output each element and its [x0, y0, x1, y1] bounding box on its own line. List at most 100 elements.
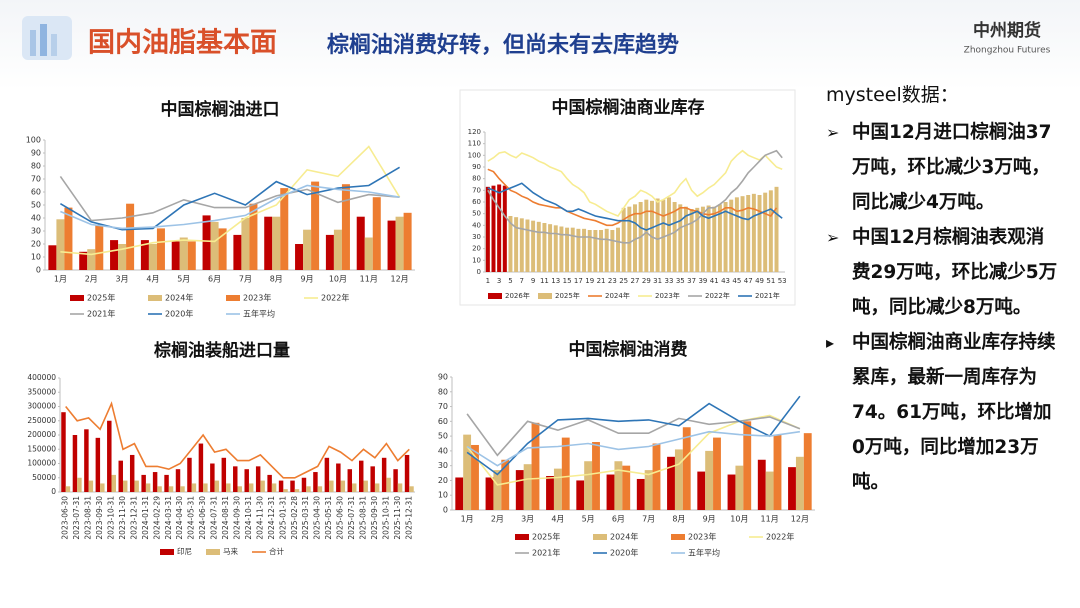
x-tick-label: 21: [597, 277, 606, 285]
y-tick-label: 0: [36, 266, 41, 275]
x-tick-label: 2025-07-31: [347, 496, 356, 540]
bar: [706, 205, 711, 272]
bar: [168, 486, 174, 492]
chart-title: 中国棕榈油商业库存: [552, 97, 705, 118]
bar: [126, 203, 135, 270]
y-tick-label: 100: [468, 151, 481, 159]
x-tick-label: 3月: [116, 275, 129, 284]
x-tick-label: 2023-11-30: [118, 496, 127, 540]
bar: [403, 212, 412, 270]
y-tick-label: 40: [472, 221, 481, 229]
bar: [180, 486, 185, 492]
building: [30, 30, 36, 56]
bar: [295, 244, 304, 270]
bar: [61, 412, 66, 492]
x-tick-label: 2025-08-31: [358, 496, 367, 540]
page-title: 国内油脂基本面: [88, 28, 277, 59]
x-tick-label: 2025-01-31: [278, 496, 287, 540]
y-tick-label: 150000: [27, 444, 56, 453]
bar: [359, 460, 364, 492]
bar: [325, 234, 334, 270]
y-tick-label: 10: [472, 256, 481, 264]
logo-text: 中州期货: [973, 20, 1041, 41]
bar: [531, 422, 540, 510]
y-tick-label: 70: [472, 186, 481, 194]
x-tick-label: 2024-07-31: [210, 496, 219, 540]
building: [40, 24, 47, 56]
bar: [485, 477, 494, 510]
x-tick-label: 2025-09-30: [370, 496, 379, 540]
legend-label: 2025年: [87, 293, 115, 303]
bar: [387, 220, 396, 270]
bar: [303, 229, 312, 270]
line: [487, 149, 783, 244]
x-tick-label: 51: [766, 277, 775, 285]
bar: [145, 483, 151, 492]
bar: [264, 216, 273, 270]
bullet-text: 中国12月棕榈油表观消费29万吨，环比减少5万吨，同比减少8万吨。: [852, 227, 1058, 318]
bar: [233, 466, 238, 492]
bar: [682, 427, 691, 510]
x-tick-label: 9月: [301, 275, 314, 284]
x-tick-label: 2024-04-30: [175, 496, 184, 540]
y-tick-label: 10: [31, 253, 41, 262]
bar: [697, 471, 706, 510]
bar: [610, 230, 615, 272]
y-tick-label: 120: [468, 128, 481, 136]
bar: [226, 483, 231, 492]
x-tick-label: 12月: [791, 515, 809, 524]
y-tick-label: 20: [472, 245, 481, 253]
bar: [774, 186, 779, 272]
legend-swatch: [515, 534, 529, 540]
bar: [763, 192, 768, 272]
bar: [712, 206, 717, 272]
y-tick-label: 300000: [27, 402, 56, 411]
notes-panel: mysteel数据： ➢ 中国12月进口棕榈油37万吨，环比减少3万吨，同比减少4…: [826, 78, 1062, 500]
legend-swatch: [148, 295, 162, 301]
bar: [95, 437, 101, 492]
x-tick-label: 10月: [329, 275, 347, 284]
bar: [64, 207, 73, 270]
x-tick-label: 8月: [672, 515, 685, 524]
bar: [148, 244, 157, 270]
logo-subtext: Zhongzhou Futures: [964, 46, 1051, 56]
x-tick-label: 2025-06-30: [336, 496, 345, 540]
bar: [218, 228, 227, 270]
bar: [141, 474, 146, 492]
y-tick-label: 0: [51, 487, 56, 496]
x-tick-label: 2024-02-29: [152, 496, 161, 540]
bar: [77, 477, 82, 492]
x-tick-label: 19: [585, 277, 594, 285]
bar: [283, 489, 288, 492]
y-tick-label: 50000: [32, 473, 56, 482]
bar: [606, 474, 615, 510]
bar: [187, 241, 196, 270]
legend-label: 2022年: [321, 293, 349, 303]
x-tick-label: 2025-04-30: [313, 496, 322, 540]
bar: [72, 435, 78, 492]
y-tick-label: 90: [31, 149, 41, 158]
line: [487, 149, 783, 217]
y-tick-label: 20: [438, 476, 448, 485]
bar: [621, 207, 626, 272]
x-tick-label: 2023-07-31: [72, 496, 81, 540]
bar: [729, 199, 734, 272]
x-tick-label: 29: [642, 277, 651, 285]
x-tick-label: 47: [744, 277, 753, 285]
legend-label: 2022年: [766, 532, 794, 542]
y-tick-label: 250000: [27, 416, 56, 425]
legend-label: 印尼: [177, 547, 192, 556]
bar: [272, 216, 281, 270]
bar: [727, 474, 736, 510]
x-tick-label: 2023-12-31: [129, 496, 138, 540]
x-tick-label: 6月: [612, 515, 625, 524]
bar: [705, 450, 714, 510]
bar: [644, 199, 649, 272]
y-tick-label: 90: [472, 163, 481, 171]
x-tick-label: 2024-01-31: [141, 496, 150, 540]
bullet: ➢ 中国12月进口棕榈油37万吨，环比减少3万吨，同比减少4万吨。: [826, 122, 1052, 213]
x-tick-label: 2025-05-31: [324, 496, 333, 540]
bar: [364, 237, 373, 270]
bar: [788, 467, 796, 510]
